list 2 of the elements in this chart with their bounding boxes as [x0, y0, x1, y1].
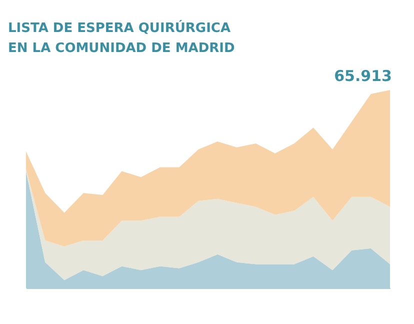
text: 65.913 [334, 67, 392, 85]
chart-title: LISTA DE ESPERA QUIRÚRGICA EN LA COMUNIDAD DE MADRID [8, 19, 235, 56]
